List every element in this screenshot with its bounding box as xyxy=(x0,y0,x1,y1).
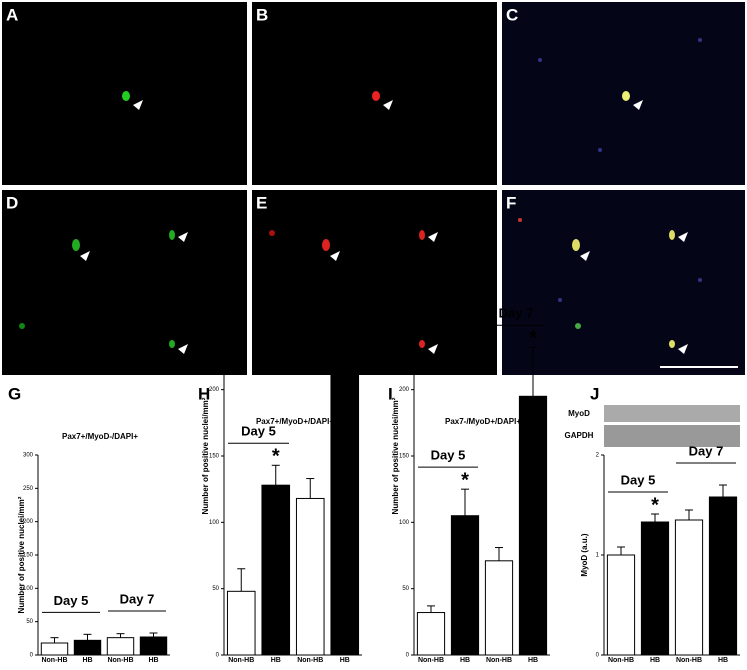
y-tick-label: 100 xyxy=(399,520,410,526)
panel-label: I xyxy=(388,384,393,403)
y-tick-label: 250 xyxy=(209,321,220,327)
group-label: Day 5 xyxy=(241,424,276,439)
group-label: Day 7 xyxy=(120,591,155,606)
y-tick-label: 300 xyxy=(399,255,410,261)
x-tick-label: Non-HB xyxy=(486,657,512,664)
group-label: Day 5 xyxy=(54,593,89,608)
bar xyxy=(73,639,102,656)
group-label: Day 5 xyxy=(621,472,656,487)
bar xyxy=(261,484,291,656)
y-tick-label: 150 xyxy=(23,553,34,559)
panel-label: D xyxy=(6,193,18,212)
cells xyxy=(19,38,702,348)
y-tick-label: 300 xyxy=(209,255,220,261)
bar xyxy=(40,642,69,656)
bar xyxy=(708,496,738,656)
x-tick-label: HB xyxy=(148,657,158,664)
x-tick-label: HB xyxy=(271,657,281,664)
image-f xyxy=(502,190,745,375)
group-label: Day 7 xyxy=(310,303,345,318)
image-e xyxy=(252,190,497,375)
y-tick-label: 200 xyxy=(209,387,220,393)
group-label: Day 7 xyxy=(499,306,534,321)
y-tick-label: 250 xyxy=(399,321,410,327)
bar xyxy=(416,612,446,656)
x-tick-label: HB xyxy=(650,657,660,664)
bar xyxy=(295,497,325,656)
y-tick-label: 50 xyxy=(212,586,219,592)
y-tick-label: 50 xyxy=(402,586,409,592)
panel-label: C xyxy=(506,5,518,24)
blot-band xyxy=(604,405,740,422)
bar xyxy=(330,373,360,656)
x-tick-label: HB xyxy=(82,657,92,664)
bar xyxy=(226,590,256,656)
x-tick-label: Non-HB xyxy=(228,657,254,664)
x-tick-label: HB xyxy=(528,657,538,664)
y-tick-label: 0 xyxy=(30,653,34,659)
arrowheads xyxy=(80,100,688,354)
x-tick-label: Non-HB xyxy=(107,657,133,664)
y-axis-label: Number of positive nuclei/mm² xyxy=(17,496,26,613)
y-tick-label: 0 xyxy=(406,653,410,659)
blot-label: MyoD xyxy=(568,409,590,418)
y-axis-label: Number of positive nuclei/mm² xyxy=(201,397,210,514)
y-tick-label: 1 xyxy=(596,553,600,559)
panel-label: E xyxy=(256,193,267,212)
y-tick-label: 0 xyxy=(216,653,220,659)
chart-title: Pax7-/MyoD+/DAPI+ xyxy=(445,417,521,426)
y-tick-label: 200 xyxy=(399,387,410,393)
x-tick-label: Non-HB xyxy=(418,657,444,664)
bar xyxy=(139,636,168,656)
panel-label: H xyxy=(198,384,210,403)
group-label: Day 5 xyxy=(431,448,466,463)
chart-title: Pax7+/MyoD+/DAPI+ xyxy=(256,417,334,426)
bar xyxy=(640,521,670,656)
y-tick-label: 0 xyxy=(596,653,600,659)
group-label: Day 7 xyxy=(689,443,724,458)
x-tick-label: Non-HB xyxy=(41,657,67,664)
bar xyxy=(674,519,704,656)
significance-marker: * xyxy=(461,469,469,491)
bar xyxy=(484,560,514,656)
panel-label: J xyxy=(590,384,599,403)
blot-band xyxy=(604,425,740,447)
y-axis-label: MyoD (a.u.) xyxy=(580,533,589,576)
panel-label: F xyxy=(506,193,516,212)
panel-label: B xyxy=(256,5,268,24)
x-tick-label: HB xyxy=(718,657,728,664)
x-tick-label: Non-HB xyxy=(608,657,634,664)
x-tick-label: Non-HB xyxy=(297,657,323,664)
significance-marker: * xyxy=(341,325,349,347)
x-tick-label: Non-HB xyxy=(676,657,702,664)
panel-label: A xyxy=(6,5,18,24)
significance-marker: * xyxy=(529,327,537,349)
y-tick-label: 300 xyxy=(23,453,34,459)
x-tick-label: HB xyxy=(460,657,470,664)
y-axis-label: Number of positive nuclei/mm² xyxy=(391,397,400,514)
blot-label: GAPDH xyxy=(565,431,594,440)
y-tick-label: 100 xyxy=(23,586,34,592)
bar xyxy=(106,637,135,656)
significance-marker: * xyxy=(651,494,659,516)
significance-marker: * xyxy=(272,446,280,468)
y-tick-label: 100 xyxy=(209,520,220,526)
micrographs: A B C D E F xyxy=(2,2,745,375)
image-d xyxy=(2,190,247,375)
bar xyxy=(518,395,548,656)
chart-title: Pax7+/MyoD-/DAPI+ xyxy=(62,432,138,441)
y-tick-label: 50 xyxy=(26,619,33,625)
panel-label: G xyxy=(8,384,21,403)
y-tick-label: 150 xyxy=(209,454,220,460)
y-tick-label: 2 xyxy=(596,453,600,459)
y-tick-label: 200 xyxy=(23,519,34,525)
bar xyxy=(606,554,636,656)
bar xyxy=(450,515,480,656)
y-tick-label: 250 xyxy=(23,486,34,492)
x-tick-label: HB xyxy=(340,657,350,664)
y-tick-label: 150 xyxy=(399,454,410,460)
